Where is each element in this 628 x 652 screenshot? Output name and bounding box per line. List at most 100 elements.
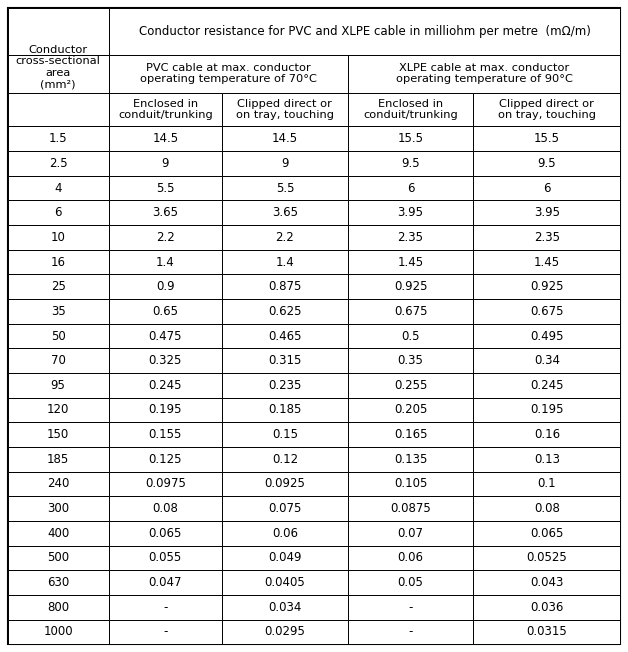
- Text: 0.034: 0.034: [268, 600, 301, 614]
- Text: 95: 95: [51, 379, 65, 392]
- Text: Clipped direct or
on tray, touching: Clipped direct or on tray, touching: [236, 98, 334, 121]
- Text: 0.315: 0.315: [268, 354, 301, 367]
- Text: 1.4: 1.4: [276, 256, 295, 269]
- Text: 0.043: 0.043: [530, 576, 563, 589]
- Text: 0.06: 0.06: [398, 552, 423, 565]
- Text: 2.2: 2.2: [156, 231, 175, 244]
- Text: Conductor resistance for PVC and XLPE cable in milliohm per metre  (mΩ/m): Conductor resistance for PVC and XLPE ca…: [139, 25, 590, 38]
- Text: 0.12: 0.12: [272, 452, 298, 466]
- Text: 0.0295: 0.0295: [264, 625, 305, 638]
- Text: 6: 6: [55, 206, 62, 219]
- Text: 0.475: 0.475: [149, 329, 182, 342]
- Text: 0.125: 0.125: [149, 452, 182, 466]
- Text: 400: 400: [47, 527, 69, 540]
- Text: 120: 120: [47, 404, 69, 417]
- Text: 0.0925: 0.0925: [264, 477, 305, 490]
- Text: -: -: [163, 600, 168, 614]
- Text: 9: 9: [161, 157, 169, 170]
- Text: 0.065: 0.065: [530, 527, 563, 540]
- Text: 0.0315: 0.0315: [526, 625, 567, 638]
- Text: 0.0525: 0.0525: [526, 552, 567, 565]
- Text: 2.35: 2.35: [534, 231, 560, 244]
- Text: Conductor
cross-sectional
area
(mm²): Conductor cross-sectional area (mm²): [16, 45, 100, 89]
- Text: 0.0405: 0.0405: [264, 576, 305, 589]
- Text: 25: 25: [51, 280, 65, 293]
- Text: 6: 6: [407, 182, 414, 194]
- Text: 0.465: 0.465: [268, 329, 301, 342]
- Text: 1.4: 1.4: [156, 256, 175, 269]
- Text: 0.055: 0.055: [149, 552, 182, 565]
- Text: 0.495: 0.495: [530, 329, 564, 342]
- Text: 14.5: 14.5: [153, 132, 178, 145]
- Text: XLPE cable at max. conductor
operating temperature of 90°C: XLPE cable at max. conductor operating t…: [396, 63, 573, 85]
- Text: 0.16: 0.16: [534, 428, 560, 441]
- Text: 0.07: 0.07: [398, 527, 423, 540]
- Text: 0.925: 0.925: [394, 280, 427, 293]
- Text: 0.105: 0.105: [394, 477, 427, 490]
- Text: 0.235: 0.235: [268, 379, 301, 392]
- Text: -: -: [408, 625, 413, 638]
- Text: 0.15: 0.15: [272, 428, 298, 441]
- Text: 1.45: 1.45: [398, 256, 424, 269]
- Text: 150: 150: [47, 428, 69, 441]
- Text: 1.5: 1.5: [49, 132, 67, 145]
- Text: 3.65: 3.65: [153, 206, 178, 219]
- Text: 0.5: 0.5: [401, 329, 420, 342]
- Text: 3.65: 3.65: [272, 206, 298, 219]
- Text: 0.1: 0.1: [538, 477, 556, 490]
- Text: 0.036: 0.036: [530, 600, 563, 614]
- Text: 0.08: 0.08: [153, 502, 178, 515]
- Text: 800: 800: [47, 600, 69, 614]
- Text: 0.35: 0.35: [398, 354, 423, 367]
- Text: 0.05: 0.05: [398, 576, 423, 589]
- Text: 2.2: 2.2: [276, 231, 295, 244]
- Text: 0.185: 0.185: [268, 404, 301, 417]
- Text: 0.34: 0.34: [534, 354, 560, 367]
- Text: 0.675: 0.675: [394, 305, 427, 318]
- Text: 0.205: 0.205: [394, 404, 427, 417]
- Text: 0.047: 0.047: [149, 576, 182, 589]
- Text: 0.245: 0.245: [149, 379, 182, 392]
- Text: 0.13: 0.13: [534, 452, 560, 466]
- Text: 500: 500: [47, 552, 69, 565]
- Text: 16: 16: [51, 256, 65, 269]
- Text: 0.0875: 0.0875: [390, 502, 431, 515]
- Text: 0.08: 0.08: [534, 502, 560, 515]
- Text: 0.0975: 0.0975: [145, 477, 186, 490]
- Text: -: -: [163, 625, 168, 638]
- Text: 2.35: 2.35: [398, 231, 423, 244]
- Text: 0.625: 0.625: [268, 305, 301, 318]
- Text: 9.5: 9.5: [401, 157, 420, 170]
- Text: 0.049: 0.049: [268, 552, 301, 565]
- Text: 240: 240: [47, 477, 69, 490]
- Text: Enclosed in
conduit/trunking: Enclosed in conduit/trunking: [118, 98, 213, 121]
- Text: 1.45: 1.45: [534, 256, 560, 269]
- Text: 0.195: 0.195: [149, 404, 182, 417]
- Text: 3.95: 3.95: [534, 206, 560, 219]
- Text: 0.65: 0.65: [153, 305, 178, 318]
- Text: 5.5: 5.5: [276, 182, 294, 194]
- Text: 1000: 1000: [43, 625, 73, 638]
- Text: 0.325: 0.325: [149, 354, 182, 367]
- Text: 6: 6: [543, 182, 551, 194]
- Text: 15.5: 15.5: [534, 132, 560, 145]
- Text: Clipped direct or
on tray, touching: Clipped direct or on tray, touching: [498, 98, 596, 121]
- Text: PVC cable at max. conductor
operating temperature of 70°C: PVC cable at max. conductor operating te…: [140, 63, 317, 85]
- Text: 630: 630: [47, 576, 69, 589]
- Text: 9: 9: [281, 157, 289, 170]
- Text: 70: 70: [51, 354, 65, 367]
- Text: 15.5: 15.5: [398, 132, 423, 145]
- Text: Enclosed in
conduit/trunking: Enclosed in conduit/trunking: [363, 98, 458, 121]
- Text: 14.5: 14.5: [272, 132, 298, 145]
- Text: 0.255: 0.255: [394, 379, 427, 392]
- Text: 3.95: 3.95: [398, 206, 423, 219]
- Text: -: -: [408, 600, 413, 614]
- Text: 0.135: 0.135: [394, 452, 427, 466]
- Text: 0.155: 0.155: [149, 428, 182, 441]
- Text: 0.245: 0.245: [530, 379, 564, 392]
- Text: 0.875: 0.875: [268, 280, 301, 293]
- Text: 0.165: 0.165: [394, 428, 427, 441]
- Text: 0.075: 0.075: [268, 502, 301, 515]
- Text: 9.5: 9.5: [538, 157, 556, 170]
- Text: 35: 35: [51, 305, 65, 318]
